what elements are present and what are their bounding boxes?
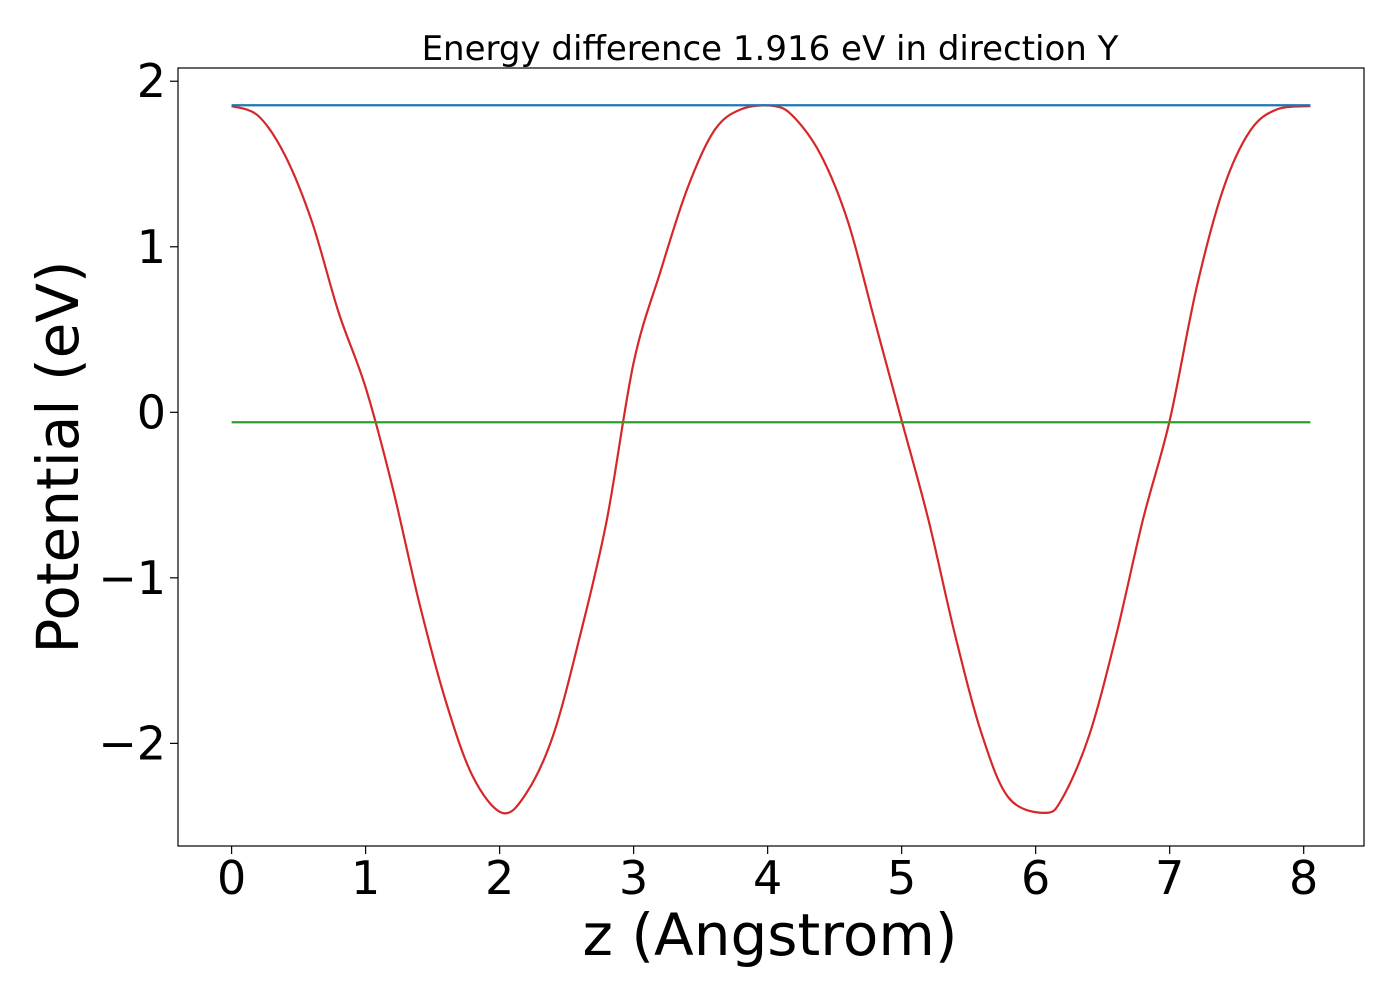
x-tick-label: 2: [485, 851, 514, 905]
plot-marks: [231, 104, 1311, 815]
x-axis-label: z (Angstrom): [583, 901, 958, 969]
x-tick-label: 3: [619, 851, 648, 905]
x-axis: 0 1 2 3 4 5 6 7 8: [217, 846, 1318, 905]
x-tick-label: 1: [351, 851, 380, 905]
x-tick-label: 0: [217, 851, 246, 905]
x-tick-label: 8: [1289, 851, 1318, 905]
y-axis: −2 −1 0 1 2: [98, 54, 178, 770]
y-axis-label: Potential (eV): [24, 260, 92, 653]
x-tick-label: 5: [887, 851, 916, 905]
y-tick-label: −1: [98, 551, 166, 605]
series-line-1: [231, 104, 1311, 815]
x-tick-label: 6: [1021, 851, 1050, 905]
x-tick-label: 7: [1155, 851, 1184, 905]
y-tick-label: 2: [137, 54, 166, 108]
x-tick-label: 4: [753, 851, 782, 905]
y-tick-label: 1: [137, 220, 166, 274]
plot-frame: [177, 67, 1365, 847]
y-tick-label: 0: [137, 385, 166, 439]
y-tick-label: −2: [98, 716, 166, 770]
chart-title: Energy difference 1.916 eV in direction …: [422, 29, 1119, 69]
